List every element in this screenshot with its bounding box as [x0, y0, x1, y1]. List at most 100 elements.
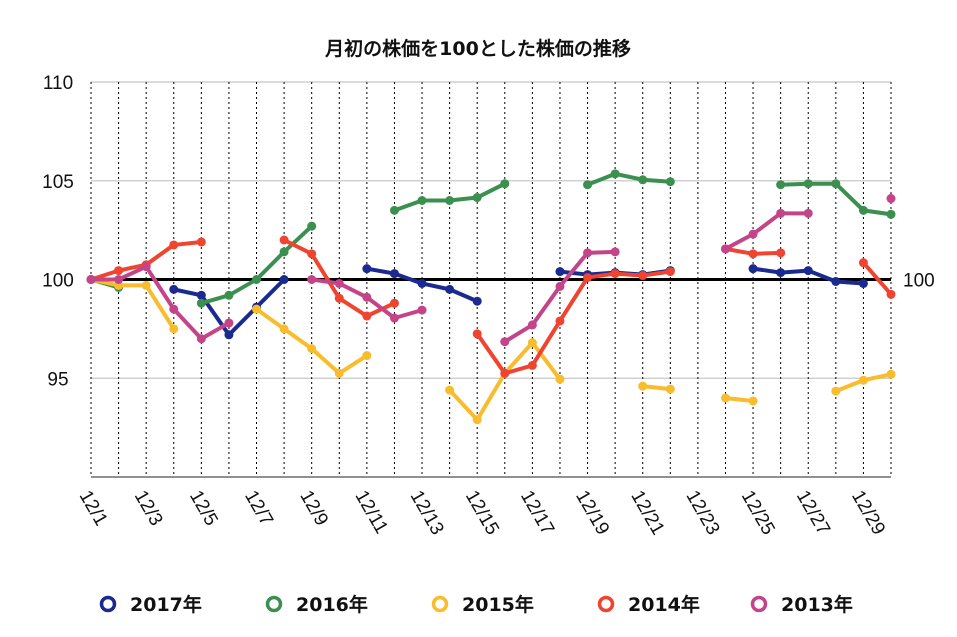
- data-point: [665, 267, 675, 277]
- legend-label: 2014年: [628, 593, 700, 616]
- data-point: [500, 337, 510, 347]
- data-point: [858, 278, 868, 288]
- data-point: [307, 344, 317, 354]
- x-tick-label: 12/13: [406, 487, 448, 539]
- data-point: [279, 275, 289, 284]
- x-tick-label: 12/25: [737, 487, 779, 539]
- data-point: [803, 208, 813, 218]
- series-line: [723, 211, 811, 251]
- data-point: [858, 205, 868, 215]
- data-point: [831, 386, 841, 396]
- chart-title: 月初の株価を100とした株価の推移: [324, 37, 631, 60]
- series-line: [723, 396, 756, 403]
- data-point: [141, 262, 151, 272]
- x-axis: 12/1 12/3 12/5 12/7 12/9 12/11 12/13 12/15 12/17…: [75, 487, 889, 539]
- legend-marker-icon: [99, 595, 117, 613]
- data-point: [472, 193, 482, 203]
- series-line: [89, 264, 231, 341]
- data-point: [776, 180, 786, 190]
- data-point: [610, 169, 620, 179]
- data-point: [638, 175, 648, 185]
- x-tick-label: 12/29: [847, 487, 889, 539]
- x-tick-label: 12/7: [240, 487, 277, 530]
- data-point: [610, 247, 620, 257]
- data-point: [886, 289, 896, 299]
- data-point: [638, 381, 648, 391]
- x-tick-label: 12/27: [792, 487, 834, 539]
- legend-item: 2016年: [265, 593, 368, 616]
- x-tick-label: 12/11: [351, 487, 392, 537]
- x-tick-label: 12/1: [75, 487, 112, 530]
- legend-label: 2015年: [462, 593, 534, 616]
- data-point: [583, 180, 593, 190]
- legend-label: 2013年: [781, 593, 853, 616]
- series-line: [585, 171, 673, 187]
- data-point: [169, 324, 179, 334]
- data-point: [720, 244, 730, 254]
- data-point: [555, 374, 565, 384]
- data-point: [224, 330, 234, 340]
- data-point: [555, 267, 565, 277]
- data-point: [307, 221, 317, 231]
- series-group: [86, 169, 896, 425]
- legend-marker-icon: [265, 595, 283, 613]
- x-tick-label: 12/15: [461, 487, 503, 539]
- legend-label: 2017年: [130, 593, 202, 616]
- data-point: [417, 278, 427, 288]
- data-point: [141, 280, 151, 290]
- legend: 2017年 2016年 2015年 2014年 2013年: [99, 593, 853, 616]
- x-tick-label: 12/3: [130, 487, 167, 530]
- data-point: [196, 237, 206, 247]
- data-point: [307, 275, 317, 284]
- data-point: [527, 320, 537, 330]
- data-point: [858, 375, 868, 385]
- data-point: [886, 209, 896, 219]
- data-point: [527, 338, 537, 348]
- legend-item: 2015年: [431, 593, 534, 616]
- data-point: [776, 248, 786, 258]
- data-point: [334, 293, 344, 303]
- data-point: [583, 273, 593, 283]
- x-tick-label: 12/21: [626, 487, 668, 539]
- data-point: [831, 276, 841, 286]
- data-point: [527, 360, 537, 370]
- y-tick-label: 110: [43, 73, 73, 94]
- x-tick-label: 12/19: [571, 487, 613, 539]
- data-point: [610, 269, 620, 279]
- data-point: [665, 384, 675, 394]
- data-point: [114, 266, 124, 276]
- x-tick-label: 12/17: [516, 487, 558, 539]
- data-point: [500, 368, 510, 378]
- data-point: [555, 316, 565, 326]
- data-point: [362, 351, 372, 361]
- legend-marker-icon: [597, 595, 615, 613]
- data-point: [417, 196, 427, 205]
- data-point: [86, 275, 96, 284]
- data-point: [445, 196, 455, 205]
- data-point: [748, 249, 758, 259]
- data-point: [803, 266, 813, 276]
- data-point: [776, 268, 786, 278]
- reference-line-label: 100: [903, 271, 935, 292]
- data-point: [665, 177, 675, 187]
- legend-item: 2017年: [99, 593, 202, 616]
- data-point: [279, 235, 289, 245]
- legend-item: 2014年: [597, 593, 700, 616]
- data-point: [169, 240, 179, 250]
- data-point: [417, 305, 427, 315]
- series-2015年: [86, 275, 896, 425]
- data-point: [472, 329, 482, 339]
- y-tick-label: 105: [42, 172, 74, 193]
- data-point: [389, 205, 399, 215]
- data-point: [307, 249, 317, 259]
- data-point: [776, 208, 786, 218]
- data-point: [555, 281, 565, 291]
- series-line: [861, 260, 893, 297]
- data-point: [500, 179, 510, 189]
- y-tick-label: 100: [42, 271, 74, 292]
- series-2013年: [86, 194, 896, 347]
- data-point: [224, 318, 234, 328]
- data-point: [334, 368, 344, 378]
- x-tick-label: 12/9: [295, 487, 332, 530]
